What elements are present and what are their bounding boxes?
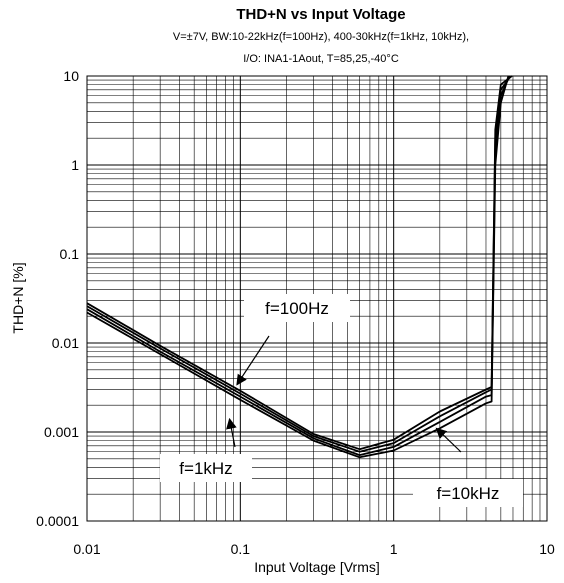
x-tick-label: 0.01 <box>73 541 100 557</box>
x-axis-label: Input Voltage [Vrms] <box>254 559 380 575</box>
plot-area-frame <box>86 75 548 522</box>
annotation-label: f=100Hz <box>265 299 329 318</box>
plot-grid <box>86 76 547 522</box>
y-tick-label: 0.0001 <box>36 513 79 529</box>
y-tick-label: 1 <box>71 157 79 173</box>
annotation-label: f=10kHz <box>437 484 500 503</box>
chart-subtitle-line-2: I/O: INA1-1Aout, T=85,25,-40°C <box>243 53 399 65</box>
axis-tick-labels: 0.01 0.1 1 10 10 1 0.1 0.01 0.001 0.0001 <box>36 68 555 557</box>
chart-subtitle-line-1: V=±7V, BW:10-22kHz(f=100Hz), 400-30kHz(f… <box>173 31 469 43</box>
annotation-label-background <box>160 454 252 482</box>
x-tick-label: 0.1 <box>231 541 251 557</box>
annotation-arrow <box>226 417 237 448</box>
annotation-label-background <box>244 294 350 322</box>
y-tick-label: 0.001 <box>44 424 79 440</box>
series-line <box>86 75 511 456</box>
series-line <box>86 75 510 459</box>
annotation-label: f=1kHz <box>179 459 232 478</box>
x-tick-label: 10 <box>539 541 555 557</box>
annotation-arrow <box>236 335 270 386</box>
y-axis-label: THD+N [%] <box>10 262 26 333</box>
series-line <box>86 75 512 453</box>
plot-annotations: f=100Hz f=1kHz f=10kHz <box>160 294 523 507</box>
annotation-label-background <box>413 479 523 507</box>
y-tick-label: 10 <box>63 68 79 84</box>
x-tick-label: 1 <box>390 541 398 557</box>
annotation-arrow <box>435 427 462 453</box>
chart-title: THD+N vs Input Voltage <box>236 6 405 23</box>
plot-series <box>86 75 513 459</box>
series-line <box>86 75 513 451</box>
y-tick-label: 0.01 <box>52 335 79 351</box>
y-tick-label: 0.1 <box>60 246 80 262</box>
